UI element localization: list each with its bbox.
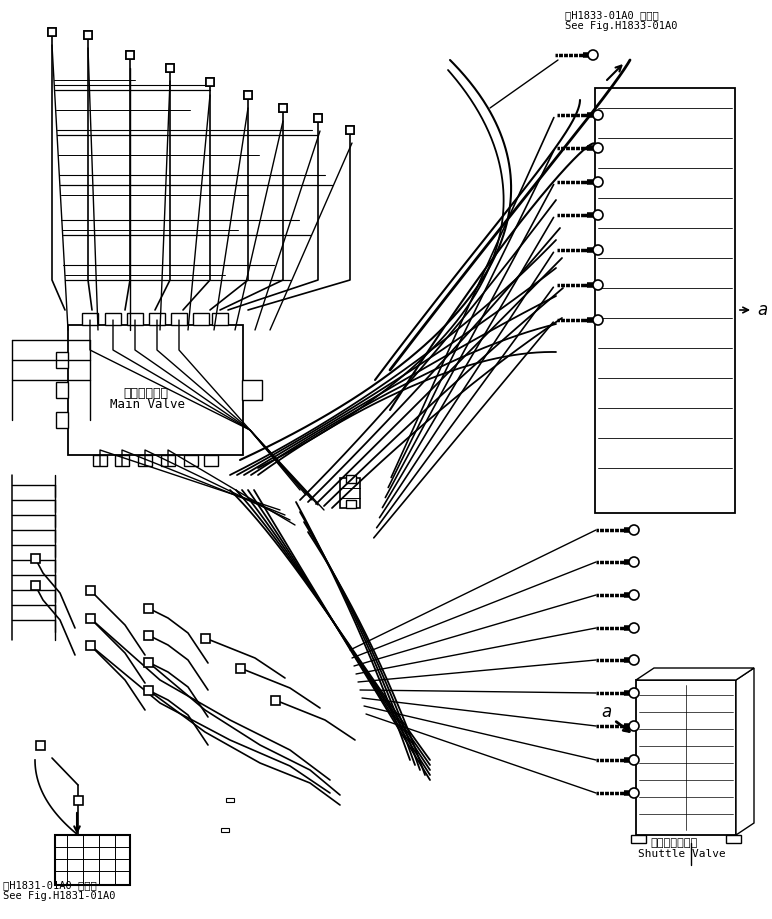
Bar [48,28,56,36]
Circle shape [629,590,639,600]
Polygon shape [736,668,754,835]
Circle shape [629,557,639,567]
Circle shape [629,655,639,665]
Bar [726,835,741,843]
Text: シャトルバルブ: シャトルバルブ [650,838,697,848]
Bar [127,313,143,325]
Bar [346,500,356,508]
Bar [144,604,153,612]
Bar [82,313,98,325]
Bar [204,455,218,466]
Bar [56,352,68,368]
Bar [126,51,134,59]
Bar [270,696,279,705]
Circle shape [629,623,639,633]
Bar [149,313,165,325]
Circle shape [629,525,639,535]
Bar [56,412,68,428]
Text: a: a [757,301,767,319]
Bar [340,478,360,508]
Bar [244,91,252,99]
Circle shape [629,688,639,698]
Bar [346,475,356,483]
Bar [55,835,130,885]
Bar [138,455,152,466]
Bar [226,798,234,802]
Text: 第H1833-01A0 図参照: 第H1833-01A0 図参照 [565,10,659,20]
Bar [86,614,94,622]
Circle shape [593,245,603,255]
Bar [93,455,107,466]
Bar [242,380,262,400]
Bar [221,828,229,832]
Text: 第H1831-01A0 図参照: 第H1831-01A0 図参照 [3,880,96,890]
Bar [346,126,354,134]
Bar [68,325,243,455]
Bar [166,64,174,72]
Circle shape [588,50,598,60]
Bar [126,51,134,59]
Bar [115,455,129,466]
Bar [31,581,39,589]
Bar [161,455,175,466]
Text: Shuttle Valve: Shuttle Valve [638,849,726,859]
Bar [206,78,214,86]
Polygon shape [636,668,754,680]
Circle shape [593,143,603,153]
Circle shape [629,721,639,731]
Circle shape [593,110,603,120]
Bar [144,686,153,695]
Text: a: a [601,703,611,721]
Bar [171,313,187,325]
Bar [244,91,252,99]
Bar [144,630,153,640]
Bar [144,657,153,666]
Bar [279,104,287,112]
Bar [279,104,287,112]
Bar [314,114,322,122]
Circle shape [593,315,603,325]
Bar [84,31,92,39]
Circle shape [593,210,603,220]
Bar [166,64,174,72]
Bar [86,585,94,595]
Bar [595,88,735,513]
Bar [346,126,354,134]
Text: メインバルブ: メインバルブ [123,387,168,400]
Circle shape [593,280,603,290]
Bar [48,28,56,36]
Bar [56,382,68,398]
Circle shape [593,177,603,187]
Bar [212,313,228,325]
Bar [184,455,198,466]
Text: See Fig.H1831-01A0: See Fig.H1831-01A0 [3,891,116,901]
Text: See Fig.H1833-01A0: See Fig.H1833-01A0 [565,21,678,31]
Text: Main Valve: Main Valve [110,398,185,411]
Bar [105,313,121,325]
Bar [31,553,39,562]
Bar [206,78,214,86]
Bar [84,31,92,39]
Bar [314,114,322,122]
Bar [86,641,94,650]
Bar [636,680,736,835]
Bar [201,633,209,642]
Bar [36,741,45,750]
Bar [193,313,209,325]
Bar [73,796,83,804]
Bar [631,835,646,843]
Circle shape [629,755,639,765]
Circle shape [629,788,639,798]
Bar [235,664,245,673]
